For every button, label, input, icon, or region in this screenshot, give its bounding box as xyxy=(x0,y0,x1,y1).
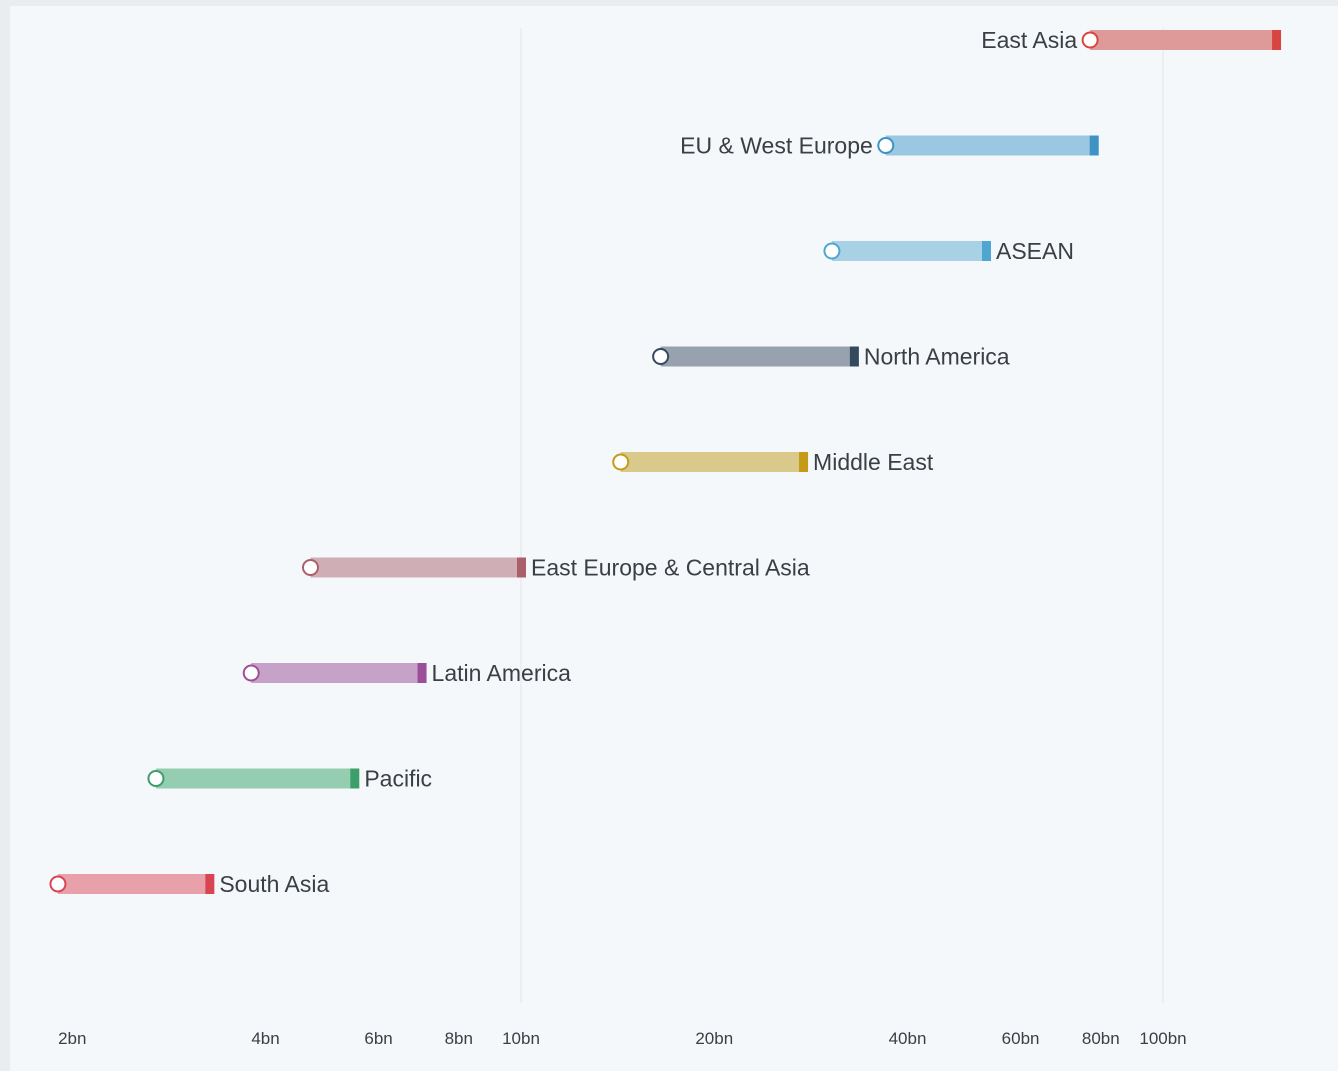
bar-body xyxy=(310,557,521,578)
bar-end-marker xyxy=(981,241,991,261)
x-tick-label: 100bn xyxy=(1139,1029,1186,1048)
bar-body xyxy=(1090,30,1277,50)
x-tick-label: 6bn xyxy=(364,1029,392,1048)
range-bar-chart: East Asia EU & West Europe ASEAN North Amer… xyxy=(49,27,1282,1048)
bar-start-marker xyxy=(823,242,841,260)
bar-start-marker xyxy=(1081,31,1099,49)
range-bar-south-asia: South Asia xyxy=(49,871,330,897)
bar-body xyxy=(831,241,986,261)
x-tick-label: 4bn xyxy=(251,1029,279,1048)
bar-start-marker xyxy=(147,770,165,787)
x-tick-label: 10bn xyxy=(502,1029,540,1048)
bar-body xyxy=(155,768,355,789)
bar-end-marker xyxy=(1272,30,1282,50)
range-bar-asean: ASEAN xyxy=(823,238,1074,264)
bar-start-marker xyxy=(301,559,319,576)
bar-end-marker xyxy=(799,452,809,472)
bar-body xyxy=(57,874,210,894)
x-tick-label: 60bn xyxy=(1002,1029,1040,1048)
range-bar-north-america: North America xyxy=(652,344,1010,370)
region-label: North America xyxy=(864,344,1010,370)
x-axis: 2bn 4bn 6bn 8bn 10bn 20bn 40bn 60bn 80bn 100bn xyxy=(58,1029,1187,1048)
bar-end-marker xyxy=(417,663,427,683)
region-label: EU & West Europe xyxy=(680,133,873,159)
x-tick-label: 8bn xyxy=(445,1029,473,1048)
bar-end-marker xyxy=(205,874,215,894)
bar-start-marker xyxy=(877,137,895,154)
region-label: East Europe & Central Asia xyxy=(531,555,810,581)
region-label: ASEAN xyxy=(996,238,1074,264)
bar-end-marker xyxy=(350,768,360,789)
region-label: East Asia xyxy=(981,27,1077,53)
bar-start-marker xyxy=(612,453,630,471)
region-label: Pacific xyxy=(364,766,432,792)
x-tick-label: 40bn xyxy=(889,1029,927,1048)
region-label: South Asia xyxy=(219,871,329,897)
region-label: Middle East xyxy=(813,449,934,475)
bar-body xyxy=(660,346,854,367)
bar-end-marker xyxy=(1089,135,1099,156)
range-bar-east-europe-central-asia: East Europe & Central Asia xyxy=(301,555,810,581)
range-bar-pacific: Pacific xyxy=(147,766,432,792)
bar-body xyxy=(251,663,422,683)
bar-start-marker xyxy=(652,348,670,365)
range-bar-east-asia: East Asia xyxy=(981,27,1282,53)
range-bar-latin-america: Latin America xyxy=(242,660,572,686)
bar-start-marker xyxy=(49,875,67,893)
bar-start-marker xyxy=(242,664,260,682)
bars: East Asia EU & West Europe ASEAN North Amer… xyxy=(49,27,1282,897)
x-tick-label: 20bn xyxy=(695,1029,733,1048)
bar-end-marker xyxy=(849,346,859,367)
x-tick-label: 80bn xyxy=(1082,1029,1120,1048)
region-label: Latin America xyxy=(432,660,572,686)
bar-body xyxy=(620,452,804,472)
chart-panel: East Asia EU & West Europe ASEAN North Amer… xyxy=(10,6,1338,1071)
bar-body xyxy=(885,135,1094,156)
x-tick-label: 2bn xyxy=(58,1029,86,1048)
range-bar-middle-east: Middle East xyxy=(612,449,934,475)
bar-end-marker xyxy=(517,557,526,578)
range-bar-eu-west-europe: EU & West Europe xyxy=(680,133,1099,159)
gridlines xyxy=(520,28,1164,1003)
